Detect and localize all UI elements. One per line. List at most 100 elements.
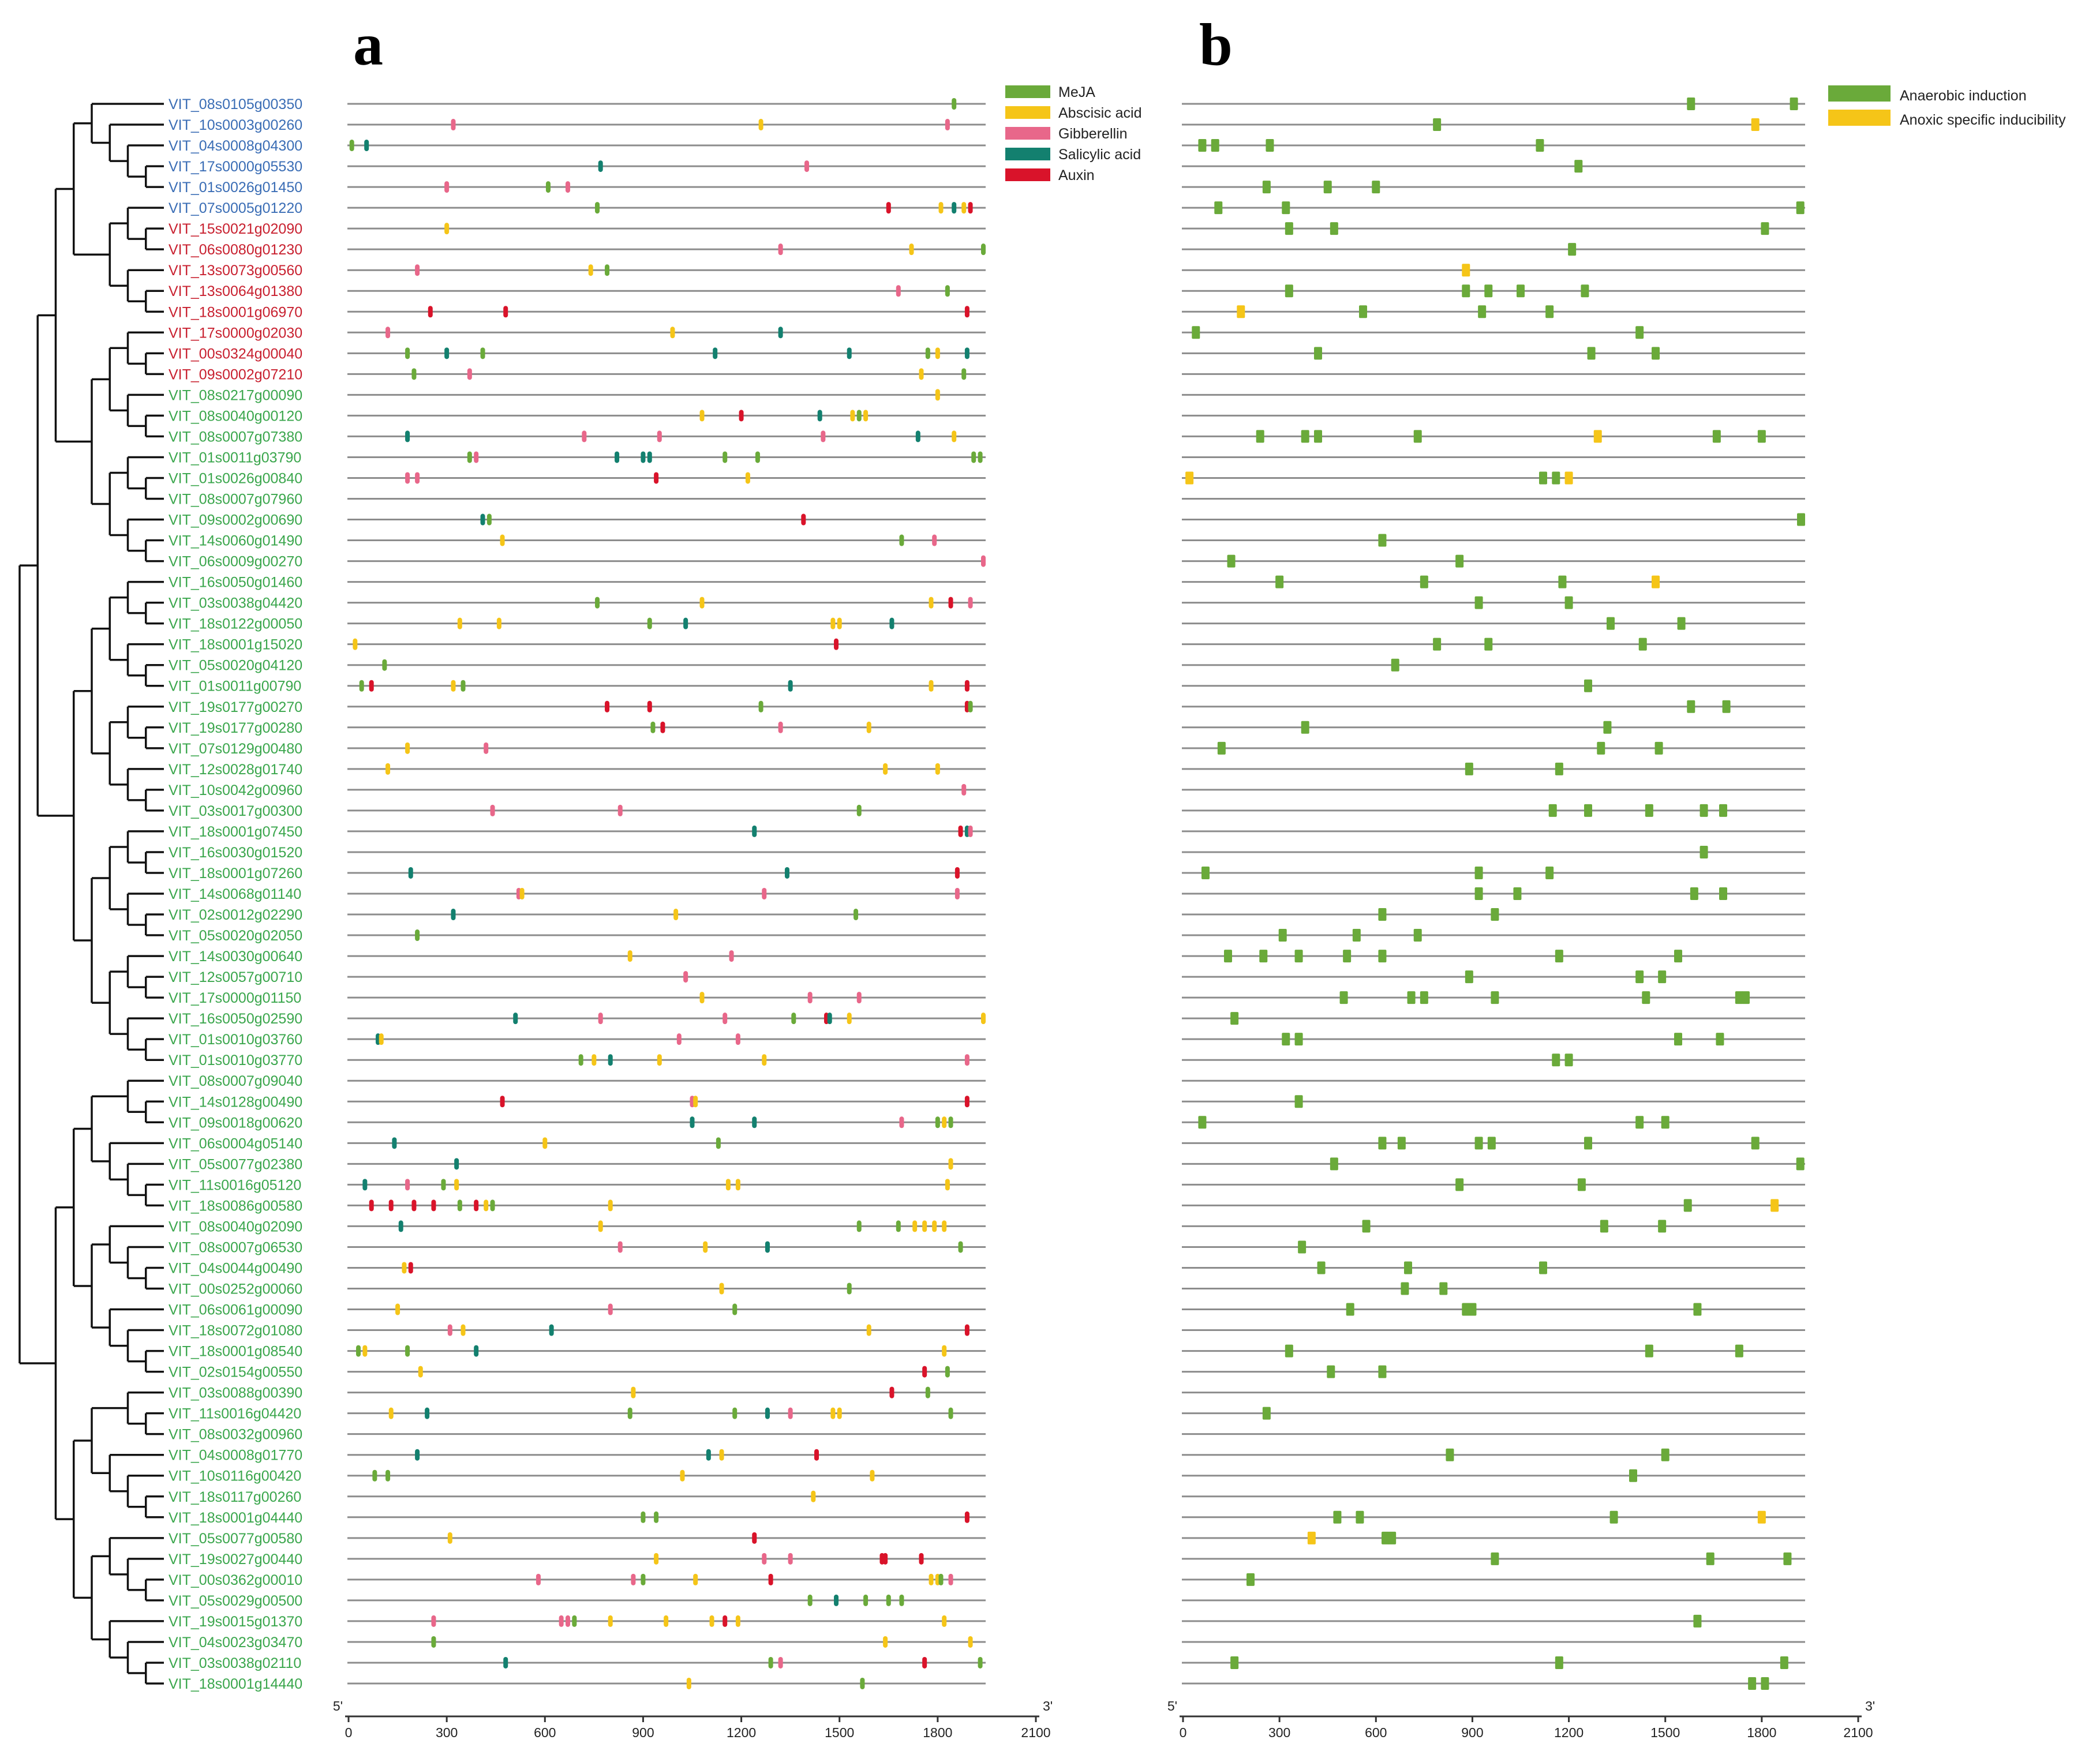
cis-element-mark (964, 347, 969, 359)
cis-element-mark (968, 202, 973, 214)
cis-element-mark (811, 1490, 816, 1502)
cis-element-mark (1407, 991, 1416, 1004)
cis-element-mark (856, 410, 862, 422)
cis-element-mark (1748, 1677, 1757, 1690)
cis-element-mark (474, 1199, 479, 1212)
cis-element-mark (961, 202, 967, 214)
gene-label: VIT_06s0080g01230 (169, 242, 302, 258)
cis-element-mark (1433, 638, 1442, 651)
cis-element-mark (395, 1303, 400, 1315)
cis-element-mark (457, 1199, 462, 1212)
cis-element-mark (788, 1407, 793, 1419)
cis-element-mark (617, 804, 623, 816)
cis-element-mark (1757, 1510, 1766, 1524)
cis-element-mark (1652, 575, 1660, 588)
cis-element-mark (428, 306, 433, 318)
cis-element-mark (719, 1283, 724, 1295)
cis-element-mark (1378, 1365, 1387, 1378)
cis-element-mark (834, 1594, 839, 1606)
cis-element-mark (592, 1054, 597, 1066)
cis-element-mark (444, 347, 450, 359)
cis-element-mark (1317, 1261, 1326, 1274)
cis-element-mark (1539, 471, 1547, 485)
cis-element-mark (608, 1303, 613, 1315)
gene-label: VIT_01s0010g03770 (169, 1052, 302, 1068)
axis-tick-label: 300 (1268, 1725, 1290, 1740)
gene-label: VIT_08s0007g09040 (169, 1073, 302, 1089)
cis-element-mark (1548, 804, 1557, 817)
gene-label: VIT_17s0000g02030 (169, 325, 302, 341)
cis-element-mark (1404, 1261, 1412, 1274)
cis-element-mark (631, 1573, 636, 1585)
cis-element-mark (1474, 1137, 1483, 1150)
cis-element-mark (405, 1345, 410, 1357)
cis-element-mark (801, 513, 806, 526)
cis-element-mark (929, 1573, 934, 1585)
gene-label: VIT_05s0020g02050 (169, 928, 302, 944)
gene-label: VIT_08s0007g06530 (169, 1239, 302, 1255)
cis-element-mark (1574, 160, 1583, 173)
cis-element-mark (1465, 762, 1473, 775)
cis-element-mark (981, 243, 986, 256)
cis-element-mark (641, 1511, 646, 1523)
cis-element-mark (1564, 471, 1573, 485)
gene-label: VIT_11s0016g04420 (169, 1406, 301, 1422)
legend-label: Anoxic specific inducibility (1900, 112, 2066, 128)
gene-label: VIT_04s0008g01770 (169, 1448, 302, 1464)
phylogenetic-tree (18, 103, 164, 1685)
cis-element-mark (627, 1407, 632, 1419)
cis-element-mark (837, 617, 842, 629)
gene-label: VIT_17s0000g05530 (169, 159, 302, 175)
cis-element-mark (641, 451, 646, 463)
cis-element-mark (922, 1220, 927, 1232)
cis-element-mark (765, 1241, 770, 1253)
cis-element-mark (1491, 908, 1499, 921)
cis-element-mark (1645, 804, 1653, 817)
cis-element-mark (1185, 471, 1194, 485)
panel-a-promoter-tracks (347, 98, 986, 1689)
cis-element-mark (519, 888, 525, 899)
cis-element-mark (1362, 1220, 1371, 1233)
cis-element-mark (964, 1096, 969, 1108)
cis-element-mark (444, 181, 450, 193)
cis-element-mark (1491, 1552, 1499, 1565)
cis-element-mark (896, 285, 901, 297)
gene-label: VIT_04s0044g00490 (169, 1260, 302, 1276)
cis-element-mark (451, 119, 456, 131)
gene-label-column: VIT_08s0105g00350 VIT_10s0003g00260 VIT_04… (169, 96, 302, 1692)
cis-element-mark (1401, 1282, 1409, 1295)
cis-element-mark (1388, 1531, 1397, 1544)
cis-element-mark (1298, 1240, 1307, 1254)
cis-element-mark (1468, 1303, 1477, 1316)
cis-element-mark (735, 1179, 740, 1191)
gene-label: VIT_19s0177g00280 (169, 720, 302, 736)
cis-element-mark (1462, 284, 1470, 298)
cis-element-mark (683, 617, 688, 629)
cis-element-mark (1282, 201, 1290, 215)
cis-element-mark (385, 327, 391, 339)
cis-element-mark (664, 1615, 669, 1627)
cis-element-mark (870, 1469, 875, 1482)
cis-element-mark (1761, 1677, 1769, 1690)
cis-element-mark (1413, 430, 1422, 443)
cis-element-mark (778, 327, 783, 339)
cis-element-mark (886, 202, 891, 214)
cis-element-mark (654, 472, 659, 484)
cis-element-mark (480, 347, 485, 359)
cis-element-mark (1693, 1303, 1702, 1316)
cis-element-mark (1484, 638, 1493, 651)
legend-label: Auxin (1058, 167, 1095, 183)
cis-element-mark (405, 1179, 410, 1191)
cis-element-mark (830, 1407, 836, 1419)
cis-element-mark (699, 992, 705, 1004)
gene-label: VIT_18s0117g00260 (169, 1489, 301, 1505)
cis-element-mark (1796, 1157, 1805, 1171)
cis-element-mark (1629, 1469, 1637, 1482)
cis-element-mark (1266, 139, 1274, 152)
cis-element-mark (1587, 347, 1596, 360)
cis-element-mark (935, 389, 940, 401)
cis-element-mark (899, 1594, 904, 1606)
cis-element-mark (582, 430, 587, 443)
cis-element-mark (408, 1262, 413, 1274)
gene-label: VIT_09s0018g00620 (169, 1115, 302, 1131)
